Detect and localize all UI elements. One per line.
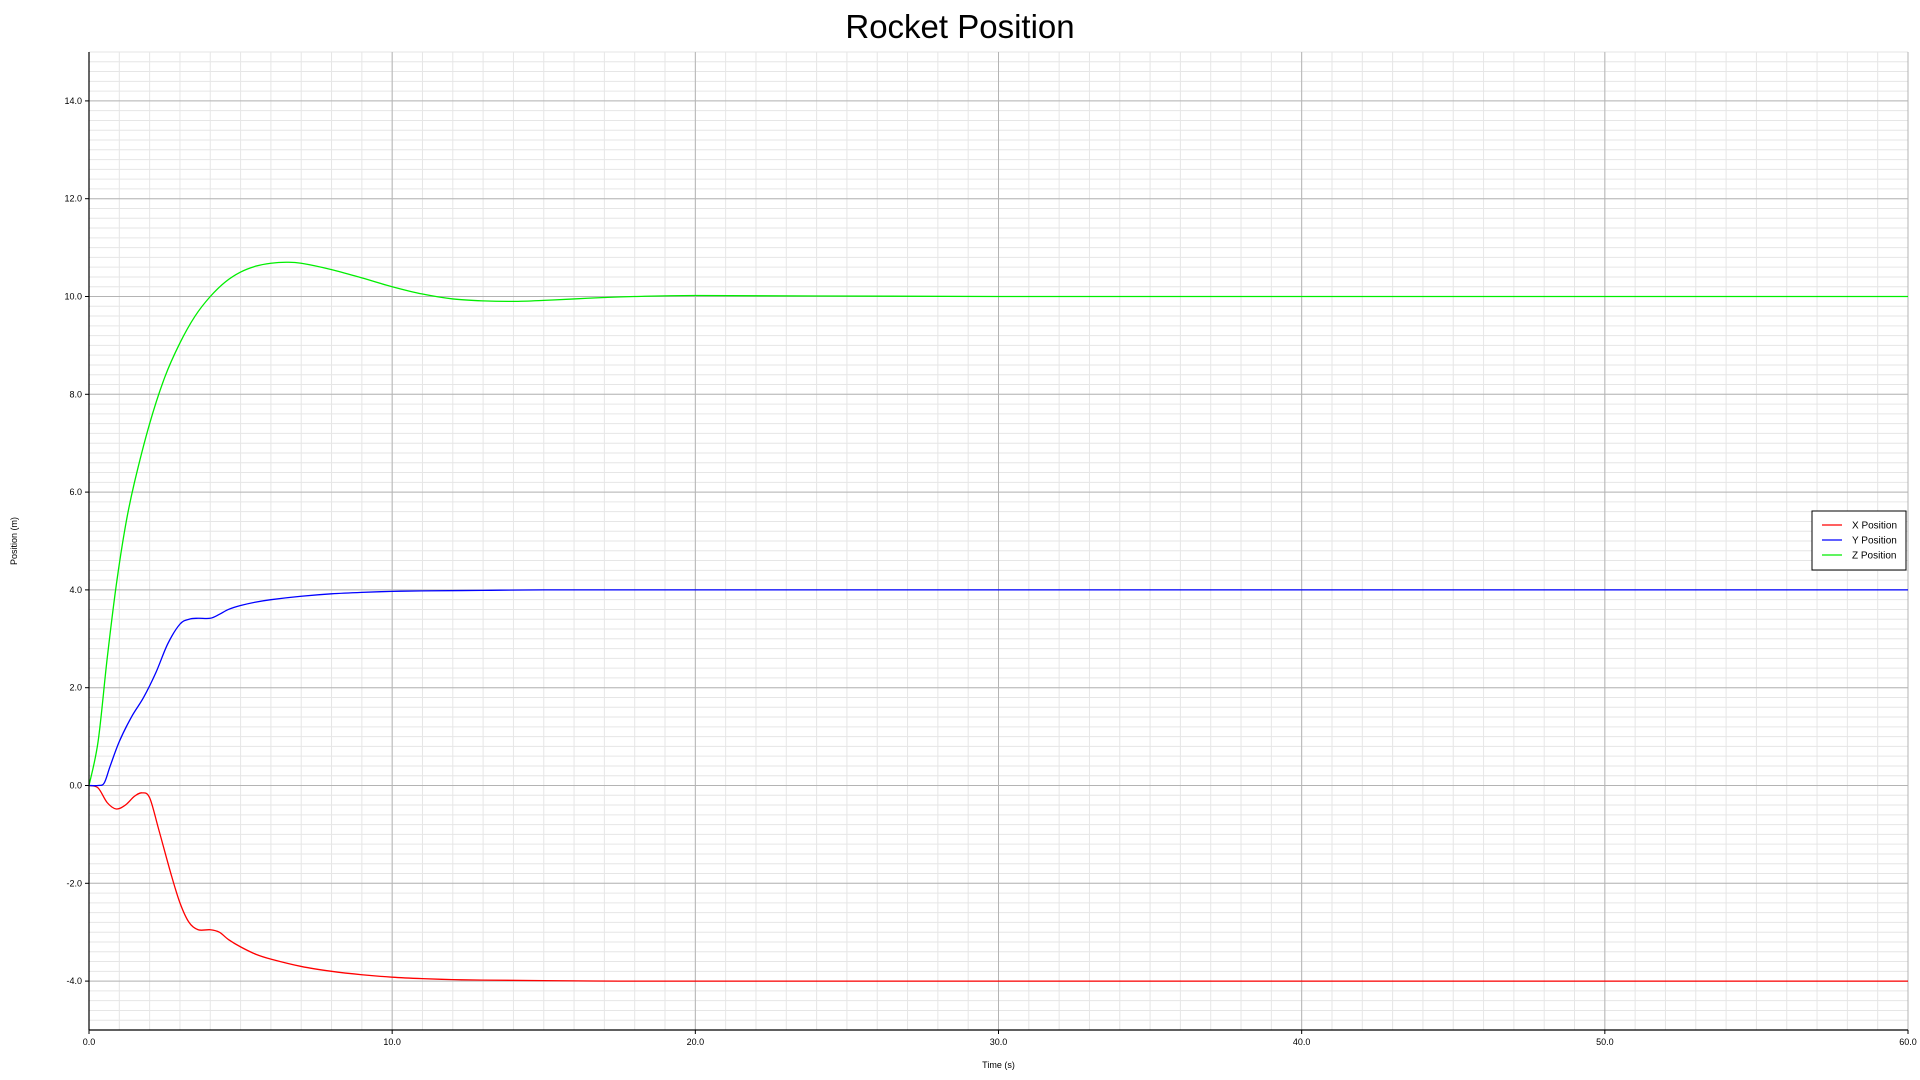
chart-title: Rocket Position bbox=[845, 8, 1075, 45]
y-tick-label: 4.0 bbox=[69, 585, 82, 595]
x-tick-label: 50.0 bbox=[1596, 1037, 1614, 1047]
x-tick-label: 30.0 bbox=[990, 1037, 1008, 1047]
legend-label-x-position: X Position bbox=[1852, 521, 1897, 532]
legend-label-z-position: Z Position bbox=[1852, 551, 1896, 562]
series-line-y-position bbox=[88, 589, 1908, 787]
series-layer bbox=[88, 261, 1908, 982]
y-tick-label: 2.0 bbox=[69, 683, 82, 693]
x-tick-label: 10.0 bbox=[383, 1037, 401, 1047]
legend: X Position Y Position Z Position bbox=[1811, 510, 1907, 571]
x-tick-label: 60.0 bbox=[1899, 1037, 1917, 1047]
y-tick-label: -2.0 bbox=[66, 878, 82, 888]
y-axis-label: Position (m) bbox=[9, 517, 19, 565]
y-tick-label: -4.0 bbox=[66, 976, 82, 986]
axes bbox=[85, 52, 1909, 1034]
y-tick-label: 0.0 bbox=[69, 781, 82, 791]
y-tick-label: 8.0 bbox=[69, 389, 82, 399]
x-tick-label: 20.0 bbox=[687, 1037, 705, 1047]
x-tick-labels: 0.0 10.0 20.0 30.0 40.0 50.0 60.0 bbox=[83, 1037, 1917, 1047]
x-tick-label: 0.0 bbox=[83, 1037, 96, 1047]
x-axis-label: Time (s) bbox=[982, 1060, 1015, 1070]
y-tick-label: 6.0 bbox=[69, 487, 82, 497]
legend-label-y-position: Y Position bbox=[1852, 536, 1897, 547]
y-tick-label: 12.0 bbox=[64, 194, 82, 204]
series-line-z-position bbox=[88, 261, 1908, 786]
y-tick-label: 10.0 bbox=[64, 292, 82, 302]
y-tick-labels: -4.0 -2.0 0.0 2.0 4.0 6.0 8.0 10.0 12.0 14.0 bbox=[64, 96, 82, 986]
x-tick-label: 40.0 bbox=[1293, 1037, 1311, 1047]
y-tick-label: 14.0 bbox=[64, 96, 82, 106]
series-line-x-position bbox=[88, 784, 1908, 982]
